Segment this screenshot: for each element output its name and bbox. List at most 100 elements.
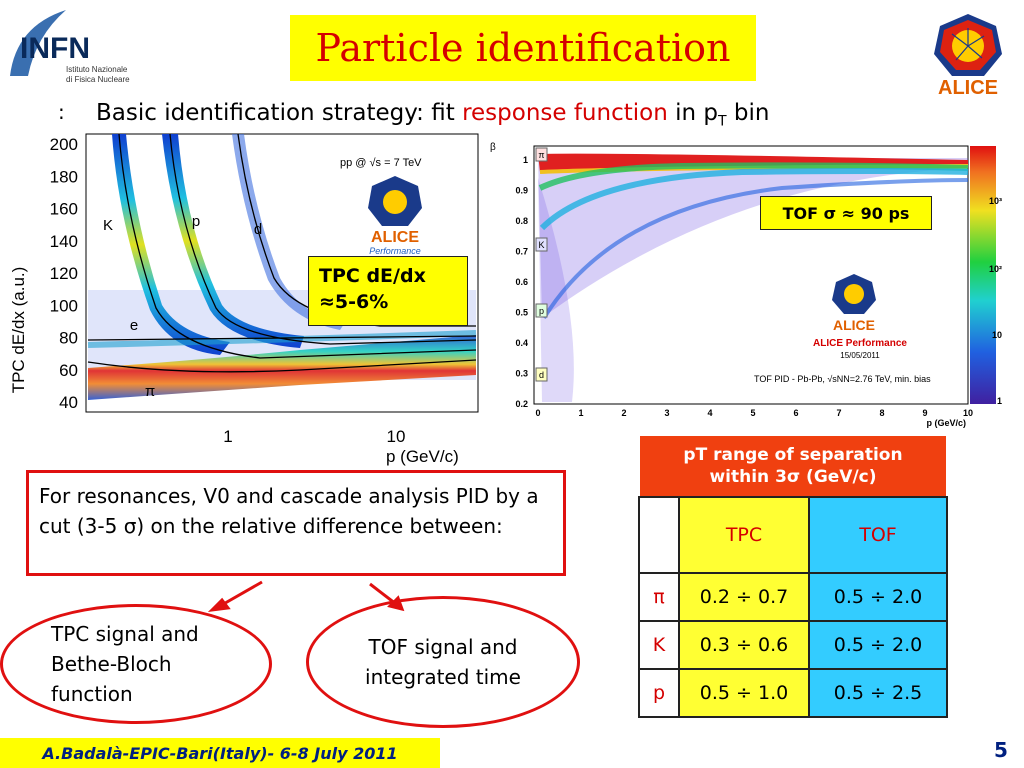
tof-colorbar-tick: 10² — [989, 264, 1002, 274]
title-box: Particle identification — [290, 15, 756, 81]
tpc-ytick: 60 — [59, 361, 78, 380]
slide-title: Particle identification — [315, 26, 731, 70]
arrow-left — [219, 580, 263, 608]
range-header-line2: within 3σ (GeV/c) — [709, 467, 877, 487]
tof-xtick: 3 — [664, 408, 669, 418]
subtitle-part1: Basic identification strategy: fit — [96, 100, 463, 126]
tpc-ytick: 120 — [50, 264, 78, 283]
row-tof-range: 0.5 ÷ 2.0 — [808, 620, 948, 670]
subtitle-sub: T — [718, 113, 727, 130]
tpc-particle-label: K — [103, 217, 113, 234]
tpc-particle-label: π — [145, 383, 155, 400]
table-header-row: TPC TOF — [638, 496, 948, 574]
pid-description-text: For resonances, V0 and cascade analysis … — [39, 484, 539, 538]
tpc-resolution-line2: ≈5-6% — [319, 291, 389, 313]
tof-xtick: 1 — [578, 408, 583, 418]
arrow-left-head — [207, 597, 231, 613]
table-corner-cell — [638, 496, 680, 574]
tof-ytick: 0.4 — [515, 338, 528, 348]
infn-logo: INFN Istituto Nazionale di Fisica Nuclea… — [6, 6, 146, 86]
tof-colorbar-tick: 1 — [997, 396, 1002, 406]
col-header-tof: TOF — [808, 496, 948, 574]
tof-particle-label: p — [539, 306, 544, 316]
infn-wordmark: INFN — [20, 32, 90, 65]
tpc-particle-label: d — [254, 221, 262, 238]
tof-ytick: 0.7 — [515, 247, 528, 257]
table-row: π 0.2 ÷ 0.7 0.5 ÷ 2.0 — [638, 572, 948, 622]
alice-logo-text: ALICE — [938, 77, 998, 98]
tof-ytick: 0.3 — [515, 369, 528, 379]
subtitle-part2: in p — [667, 100, 718, 126]
tpc-signal-text: TPC signal and Bethe-Bloch function — [51, 622, 199, 706]
tof-ytick: 0.9 — [515, 186, 528, 196]
tof-colorbar — [970, 146, 996, 404]
tpc-particle-label: e — [130, 317, 138, 334]
tof-ytick: 0.8 — [515, 216, 528, 226]
row-tpc-range: 0.5 ÷ 1.0 — [678, 668, 810, 718]
range-header-line1: pT range of separation — [683, 445, 903, 465]
tpc-ytick: 180 — [50, 167, 78, 186]
separation-range-table: TPC TOF π 0.2 ÷ 0.7 0.5 ÷ 2.0 K 0.3 ÷ 0.6 0.5… — [638, 496, 948, 718]
tof-resolution-label: TOF σ ≈ 90 ps — [760, 196, 932, 230]
tpc-alice-sub: Performance — [369, 246, 421, 256]
infn-line1: Istituto Nazionale — [66, 65, 128, 74]
tpc-energy-label: pp @ √s = 7 TeV — [340, 157, 422, 169]
tof-particle-label: d — [539, 370, 544, 380]
table-row: K 0.3 ÷ 0.6 0.5 ÷ 2.0 — [638, 620, 948, 670]
tpc-ytick: 80 — [59, 329, 78, 348]
tpc-xtick: 10 — [387, 427, 406, 446]
row-tpc-range: 0.2 ÷ 0.7 — [678, 572, 810, 622]
tpc-xlabel: p (GeV/c) — [386, 447, 459, 466]
tpc-ytick: 100 — [50, 296, 78, 315]
tof-ylabel: β — [490, 142, 496, 153]
tof-particle-label: π — [538, 150, 544, 160]
tof-xlabel: p (GeV/c) — [926, 418, 966, 428]
tpc-alice-text: ALICE — [371, 229, 419, 246]
row-tpc-range: 0.3 ÷ 0.6 — [678, 620, 810, 670]
tof-xtick: 10 — [963, 408, 973, 418]
tof-xtick: 0 — [535, 408, 540, 418]
tof-particle-label: K — [538, 240, 544, 250]
tof-particle-tag — [535, 367, 548, 382]
tof-xtick: 9 — [922, 408, 927, 418]
subtitle-part3: bin — [726, 100, 770, 126]
tpc-ylabel: TPC dE/dx (a.u.) — [9, 267, 28, 394]
tpc-particle-label: p — [192, 213, 200, 230]
tof-alice-date: 15/05/2011 — [840, 351, 880, 360]
tof-xtick: 5 — [750, 408, 755, 418]
tpc-resolution-line1: TPC dE/dx — [319, 265, 426, 287]
tof-xtick: 7 — [836, 408, 841, 418]
bullet-marker: : — [58, 100, 65, 124]
tof-caption: TOF PID - Pb-Pb, √sNN=2.76 TeV, min. bia… — [754, 374, 931, 384]
table-row: p 0.5 ÷ 1.0 0.5 ÷ 2.5 — [638, 668, 948, 718]
tpc-ytick: 160 — [50, 200, 78, 219]
row-particle: π — [638, 572, 680, 622]
subtitle-highlight: response function — [462, 100, 668, 126]
infn-line2: di Fisica Nucleare — [66, 75, 130, 84]
tof-xtick: 2 — [621, 408, 626, 418]
tof-alice-text: ALICE — [833, 317, 875, 333]
subtitle: Basic identification strategy: fit respo… — [96, 100, 769, 130]
row-particle: p — [638, 668, 680, 718]
tof-alice-perf: ALICE Performance — [813, 338, 907, 349]
tof-particle-tag — [535, 303, 548, 318]
tof-alice-logo: ALICE ALICE Performance 15/05/2011 — [813, 274, 907, 360]
tpc-ytick: 40 — [59, 393, 78, 412]
tof-xtick: 6 — [793, 408, 798, 418]
row-particle: K — [638, 620, 680, 670]
tpc-xtick: 1 — [223, 427, 232, 446]
footer-citation: A.Badalà-EPIC-Bari(Italy)- 6-8 July 2011 — [0, 738, 440, 768]
col-header-tpc: TPC — [678, 496, 810, 574]
tof-colorbar-tick: 10 — [992, 330, 1002, 340]
tof-xtick: 8 — [879, 408, 884, 418]
pid-description-box: For resonances, V0 and cascade analysis … — [26, 470, 566, 576]
tpc-alice-logo: ALICE Performance — [368, 176, 422, 256]
tpc-dedx-plot: TPC dE/dx (a.u.) 200 180 160 140 120 100 80 60 4… — [0, 130, 484, 466]
tof-colorbar-tick: 10³ — [989, 196, 1002, 206]
tpc-signal-oval: TPC signal and Bethe-Bloch function — [0, 604, 272, 724]
tof-signal-text: TOF signal and integrated time — [365, 635, 521, 689]
tpc-ytick: 140 — [50, 232, 78, 251]
tpc-resolution-label: TPC dE/dx ≈5-6% — [308, 256, 468, 326]
row-tof-range: 0.5 ÷ 2.5 — [808, 668, 948, 718]
